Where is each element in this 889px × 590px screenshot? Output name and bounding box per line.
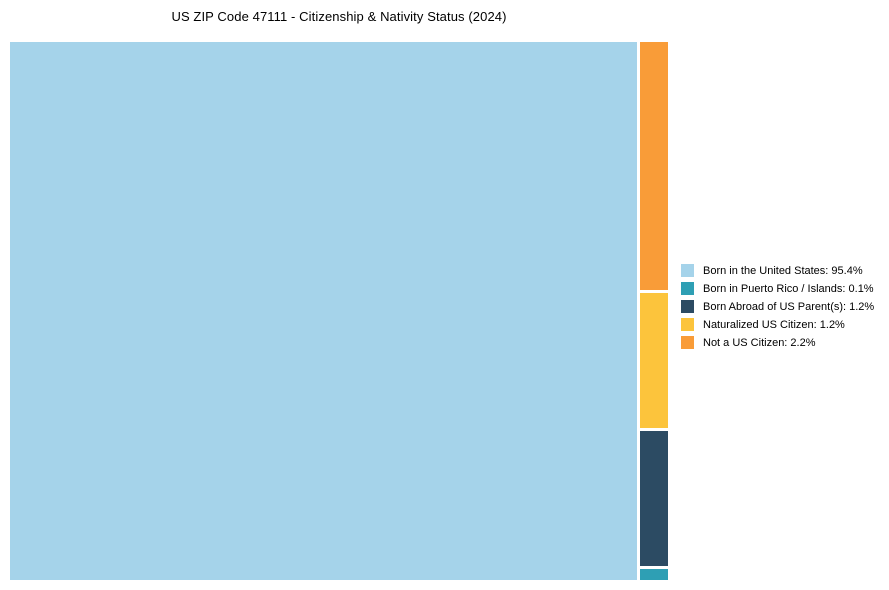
legend-item-born-abroad-of-us-parent-s: Born Abroad of US Parent(s): 1.2% xyxy=(681,300,874,313)
treemap-side-column xyxy=(640,42,668,580)
legend-item-born-in-puerto-rico-islands: Born in Puerto Rico / Islands: 0.1% xyxy=(681,282,874,295)
legend-label-not-a-us-citizen: Not a US Citizen: 2.2% xyxy=(703,336,816,349)
legend-swatch-naturalized-us-citizen xyxy=(681,318,694,331)
treemap-cell-not-a-us-citizen xyxy=(640,42,668,290)
legend-label-naturalized-us-citizen: Naturalized US Citizen: 1.2% xyxy=(703,318,845,331)
legend-label-born-in-the-united-states: Born in the United States: 95.4% xyxy=(703,264,863,277)
legend-item-naturalized-us-citizen: Naturalized US Citizen: 1.2% xyxy=(681,318,874,331)
legend-item-not-a-us-citizen: Not a US Citizen: 2.2% xyxy=(681,336,874,349)
treemap-cell-born-in-puerto-rico-islands xyxy=(640,568,668,580)
treemap-cell-born-in-the-united-states xyxy=(10,42,638,580)
chart-title: US ZIP Code 47111 - Citizenship & Nativi… xyxy=(171,9,507,24)
treemap-cell-naturalized-us-citizen xyxy=(640,292,668,428)
legend-item-born-in-the-united-states: Born in the United States: 95.4% xyxy=(681,264,874,277)
legend-label-born-in-puerto-rico-islands: Born in Puerto Rico / Islands: 0.1% xyxy=(703,282,874,295)
legend-swatch-born-abroad-of-us-parent-s xyxy=(681,300,694,313)
treemap-cell-born-abroad-of-us-parent-s xyxy=(640,430,668,566)
legend-swatch-born-in-puerto-rico-islands xyxy=(681,282,694,295)
legend-swatch-born-in-the-united-states xyxy=(681,264,694,277)
legend-swatch-not-a-us-citizen xyxy=(681,336,694,349)
legend-label-born-abroad-of-us-parent-s: Born Abroad of US Parent(s): 1.2% xyxy=(703,300,875,313)
legend: Born in the United States: 95.4% Born in … xyxy=(681,264,874,349)
treemap-area xyxy=(10,42,668,580)
